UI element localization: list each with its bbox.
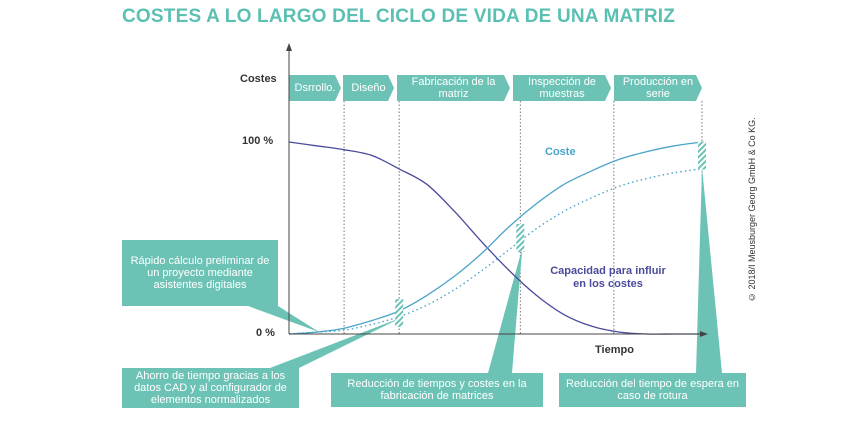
callout-die-manufacturing-reduction: Reducción de tiempos y costes en la fabr… xyxy=(331,373,543,407)
x-axis-arrow-icon xyxy=(700,331,708,337)
series-line-cost-reduced xyxy=(288,168,703,335)
callout-connector-2 xyxy=(270,316,404,368)
callout-connector-4 xyxy=(696,167,722,373)
series-line-influence xyxy=(288,141,702,335)
phase-design: Diseño xyxy=(343,75,394,101)
hatched-marker-1 xyxy=(395,298,404,327)
callout-cad-time-saving: Ahorro de tiempo gracias a los datos CAD… xyxy=(122,368,299,408)
chart-title: COSTES A LO LARGO DEL CICLO DE VIDA DE U… xyxy=(122,6,676,27)
series-line-cost xyxy=(288,141,703,335)
phase-development: Dsrrollo. xyxy=(289,75,341,101)
copyright-notice: © 2018/I Meusburger Georg GmbH & Co KG. xyxy=(747,117,757,303)
y-axis-arrow-icon xyxy=(286,43,292,51)
callout-waiting-time-reduction: Reducción del tiempo de espera en caso d… xyxy=(559,373,746,407)
y-axis-label: Costes xyxy=(240,73,277,85)
callout-connector-1 xyxy=(248,306,320,333)
phase-sample-inspection: Inspección de muestras xyxy=(513,75,611,101)
x-axis-label: Tiempo xyxy=(595,344,634,356)
series-label-cost: Coste xyxy=(545,146,576,158)
callout-preliminary-calculation: Rápido cálculo preliminar de un proyecto… xyxy=(122,240,278,306)
hatched-marker-2 xyxy=(516,224,525,252)
phase-series-production: Producción en serie xyxy=(614,75,702,101)
series-label-influence: Capacidad para influir en los costes xyxy=(550,265,666,290)
phase-die-manufacturing: Fabricación de la matriz xyxy=(397,75,510,101)
y-tick-label-0: 0 % xyxy=(256,327,275,339)
callout-connector-3 xyxy=(488,248,523,373)
hatched-marker-3 xyxy=(698,141,706,170)
y-tick-label-100: 100 % xyxy=(242,135,274,147)
